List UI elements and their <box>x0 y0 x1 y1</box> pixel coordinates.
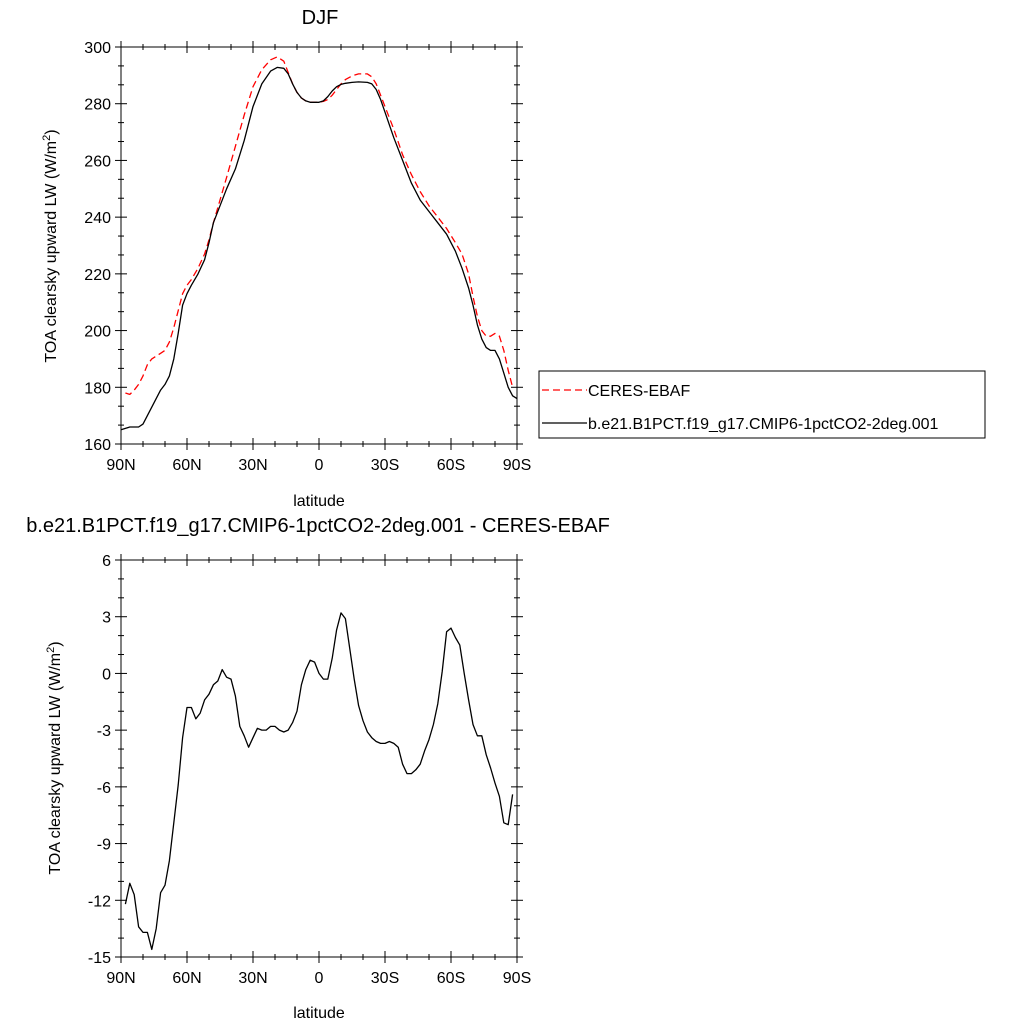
y-axis-label-end: ) <box>43 129 60 134</box>
y-axis-label-end: ) <box>47 641 64 646</box>
series-group <box>120 56 518 431</box>
y-tick-label: 280 <box>84 97 111 114</box>
x-axis-label: latitude <box>293 1005 345 1022</box>
legend-label-model: b.e21.B1PCT.f19_g17.CMIP6-1pctCO2-2deg.0… <box>588 416 939 433</box>
y-tick-label: -15 <box>88 950 111 967</box>
legend: CERES-EBAF b.e21.B1PCT.f19_g17.CMIP6-1pc… <box>538 370 986 439</box>
y-tick-label: -6 <box>97 780 111 797</box>
y-tick-label: 260 <box>84 153 111 170</box>
y-tick-label: 200 <box>84 324 111 341</box>
series-line-0 <box>125 56 514 396</box>
y-tick-label: 180 <box>84 380 111 397</box>
y-tick-label: 220 <box>84 267 111 284</box>
x-tick-label: 30S <box>371 457 399 474</box>
chart-title: DJF <box>302 7 339 29</box>
y-tick-label: -9 <box>97 837 111 854</box>
y-axis-label-main: TOA clearsky upward LW (W/m <box>43 141 60 363</box>
y-axis-label-main: TOA clearsky upward LW (W/m <box>47 653 64 875</box>
y-tick-label: 240 <box>84 210 111 227</box>
top-panel: DJF 160 180 200 220 240 260 280 300 90N 60N 30N 0 3… <box>41 7 986 510</box>
y-tick-label: 0 <box>102 666 111 683</box>
y-axis-label: TOA clearsky upward LW (W/m2) <box>45 641 64 874</box>
x-tick-label: 90N <box>106 457 135 474</box>
difference-line <box>124 612 514 951</box>
y-axis-label-superscript: 2 <box>41 135 53 141</box>
y-tick-label: -12 <box>88 893 111 910</box>
plot-frame <box>120 46 518 445</box>
y-axis-label-superscript: 2 <box>45 647 57 653</box>
y-tick-label: 6 <box>102 553 111 570</box>
x-tick-label: 0 <box>315 970 324 987</box>
y-tick-label: 160 <box>84 437 111 454</box>
y-tick-label: -3 <box>97 723 111 740</box>
y-tick-label: 300 <box>84 40 111 57</box>
x-axis-label: latitude <box>293 493 345 510</box>
x-axis: 90N 60N 30N 0 30S 60S 90S <box>106 41 531 474</box>
y-axis-label: TOA clearsky upward LW (W/m2) <box>41 129 60 362</box>
x-tick-label: 60S <box>437 457 465 474</box>
x-tick-label: 60S <box>437 970 465 987</box>
x-tick-label: 60N <box>172 970 201 987</box>
x-tick-label: 90S <box>503 457 531 474</box>
x-tick-label: 30N <box>238 457 267 474</box>
y-tick-label: 3 <box>102 610 111 627</box>
y-axis: -15 -12 -9 -6 -3 0 3 6 <box>88 553 523 967</box>
x-tick-label: 60N <box>172 457 201 474</box>
series-line-1 <box>120 66 518 431</box>
legend-label-ceres-ebaf: CERES-EBAF <box>588 383 690 400</box>
y-axis: 160 180 200 220 240 260 280 300 <box>84 40 523 454</box>
series-group <box>124 612 514 951</box>
legend-box <box>538 370 986 439</box>
x-tick-label: 30N <box>238 970 267 987</box>
x-tick-label: 90S <box>503 970 531 987</box>
x-axis: 90N 60N 30N 0 30S 60S 90S <box>106 554 531 987</box>
x-tick-label: 90N <box>106 970 135 987</box>
x-tick-label: 30S <box>371 970 399 987</box>
x-tick-label: 0 <box>315 457 324 474</box>
chart-title: b.e21.B1PCT.f19_g17.CMIP6-1pctCO2-2deg.0… <box>26 515 610 537</box>
bottom-panel: b.e21.B1PCT.f19_g17.CMIP6-1pctCO2-2deg.0… <box>26 515 610 1022</box>
